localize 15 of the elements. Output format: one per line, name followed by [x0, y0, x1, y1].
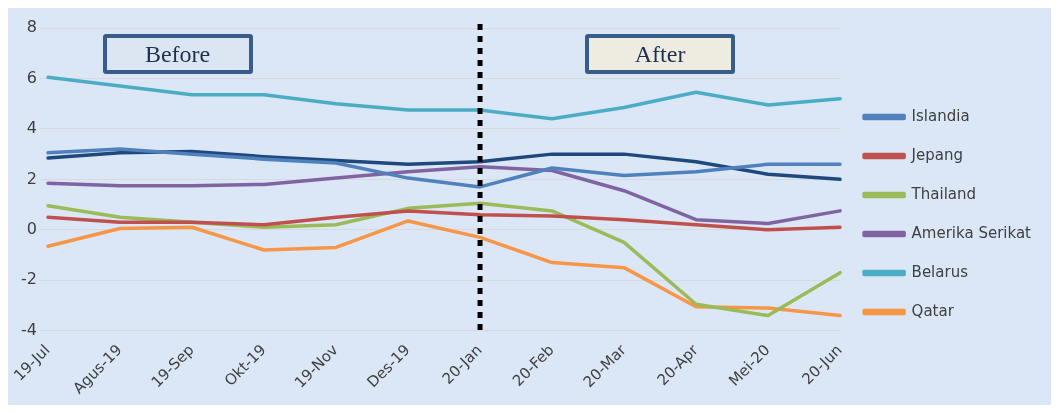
- legend-label: Jepang: [910, 145, 964, 164]
- legend-label: Islandia: [911, 106, 970, 125]
- legend-label: Qatar: [911, 301, 955, 320]
- y-tick-label: 8: [26, 17, 37, 37]
- y-tick-label: 6: [26, 67, 37, 87]
- y-tick-label: -4: [21, 319, 37, 339]
- y-tick-label: 0: [26, 218, 37, 238]
- legend-label: Belarus: [911, 262, 969, 281]
- y-tick-label: 2: [26, 168, 37, 188]
- y-tick-label: -2: [21, 269, 37, 289]
- annotation: After: [633, 40, 687, 69]
- annotation: Before: [143, 40, 212, 69]
- y-tick-label: 4: [26, 118, 37, 138]
- legend-label: Amerika Serikat: [911, 223, 1032, 242]
- legend-label: Thailand: [910, 184, 977, 203]
